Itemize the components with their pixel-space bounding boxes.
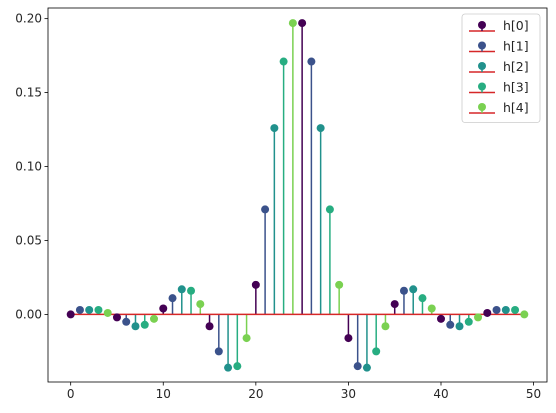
stem-marker bbox=[325, 205, 334, 214]
stem-marker bbox=[372, 347, 381, 356]
stem-marker bbox=[279, 57, 288, 66]
stem-marker bbox=[427, 304, 436, 313]
stem-marker bbox=[492, 305, 501, 314]
series-markers-3 bbox=[94, 57, 520, 371]
legend-marker bbox=[478, 82, 486, 91]
stem-marker bbox=[399, 286, 408, 295]
plot-area bbox=[66, 19, 529, 372]
y-tick-label: 0.05 bbox=[15, 233, 42, 247]
legend-marker bbox=[478, 41, 486, 50]
legend-label: h[1] bbox=[503, 39, 529, 54]
legend-marker bbox=[478, 62, 486, 70]
stem-marker bbox=[196, 300, 205, 309]
stem-marker bbox=[242, 334, 251, 343]
y-tick-label: 0.10 bbox=[15, 160, 42, 174]
stem-marker bbox=[436, 314, 445, 323]
stem-marker bbox=[344, 334, 353, 343]
stem-marker bbox=[224, 363, 233, 372]
stem-marker bbox=[122, 317, 131, 326]
legend-label: h[0] bbox=[503, 18, 529, 33]
stem-marker bbox=[205, 322, 214, 331]
x-tick-label: 20 bbox=[248, 387, 263, 401]
stem-marker bbox=[390, 300, 399, 309]
stem-marker bbox=[362, 363, 371, 372]
stem-marker bbox=[103, 308, 112, 317]
stem-marker bbox=[307, 57, 316, 66]
axes-frame bbox=[47, 7, 548, 383]
x-tick-label: 50 bbox=[526, 387, 541, 401]
stem-marker bbox=[455, 322, 464, 331]
stem-marker bbox=[159, 304, 168, 313]
legend-label: h[2] bbox=[503, 59, 529, 74]
stem-marker bbox=[261, 205, 270, 214]
stem-marker bbox=[298, 19, 307, 28]
stem-marker bbox=[316, 124, 325, 133]
series-markers-4 bbox=[103, 19, 529, 343]
stem-marker bbox=[501, 305, 510, 314]
stem-marker bbox=[520, 310, 529, 319]
stem-marker bbox=[418, 294, 427, 303]
stem-marker bbox=[381, 322, 390, 331]
stem-marker bbox=[94, 305, 103, 314]
y-tick-label: 0.15 bbox=[15, 86, 42, 100]
legend-marker bbox=[478, 103, 486, 111]
series-markers-2 bbox=[85, 124, 510, 372]
stem-marker bbox=[75, 305, 84, 314]
stem-marker bbox=[511, 305, 520, 314]
stem-marker bbox=[335, 280, 344, 289]
stem-marker bbox=[464, 317, 473, 326]
stem-marker bbox=[112, 313, 121, 322]
stem-marker bbox=[177, 285, 186, 294]
legend-label: h[3] bbox=[503, 80, 529, 95]
stem-marker bbox=[353, 362, 362, 371]
legend-marker bbox=[478, 21, 486, 29]
stem-marker bbox=[446, 320, 455, 329]
stem-marker bbox=[474, 313, 483, 322]
y-tick-label: 0.20 bbox=[15, 12, 42, 26]
x-tick-label: 10 bbox=[156, 387, 171, 401]
stem-marker bbox=[168, 294, 177, 303]
stem-marker bbox=[251, 280, 260, 289]
y-tick-label: 0.00 bbox=[15, 307, 42, 321]
stem-marker bbox=[187, 286, 196, 295]
legend-box bbox=[461, 13, 541, 123]
stem-marker bbox=[214, 347, 223, 356]
x-tick-label: 0 bbox=[67, 387, 75, 401]
stem-marker bbox=[288, 19, 297, 28]
x-tick-label: 30 bbox=[341, 387, 356, 401]
stem-marker bbox=[85, 305, 94, 314]
legend-label: h[4] bbox=[503, 100, 529, 115]
stem-marker bbox=[409, 285, 418, 294]
stem-marker bbox=[233, 362, 242, 371]
stem-marker bbox=[150, 314, 159, 323]
axis-ticks: 0 10 20 30 40 50 0.00 0.05 0.10 0.15 0.20 bbox=[15, 12, 541, 401]
x-tick-label: 40 bbox=[433, 387, 448, 401]
stem-marker bbox=[483, 308, 492, 317]
stem-marker bbox=[66, 310, 75, 319]
series-markers-1 bbox=[75, 57, 501, 371]
stem-marker bbox=[140, 320, 149, 329]
series-markers-0 bbox=[66, 19, 492, 343]
legend: h[0] h[1] h[2] h[3] h[4] bbox=[461, 13, 541, 123]
stem-marker bbox=[270, 124, 279, 133]
stem-marker bbox=[131, 322, 140, 331]
